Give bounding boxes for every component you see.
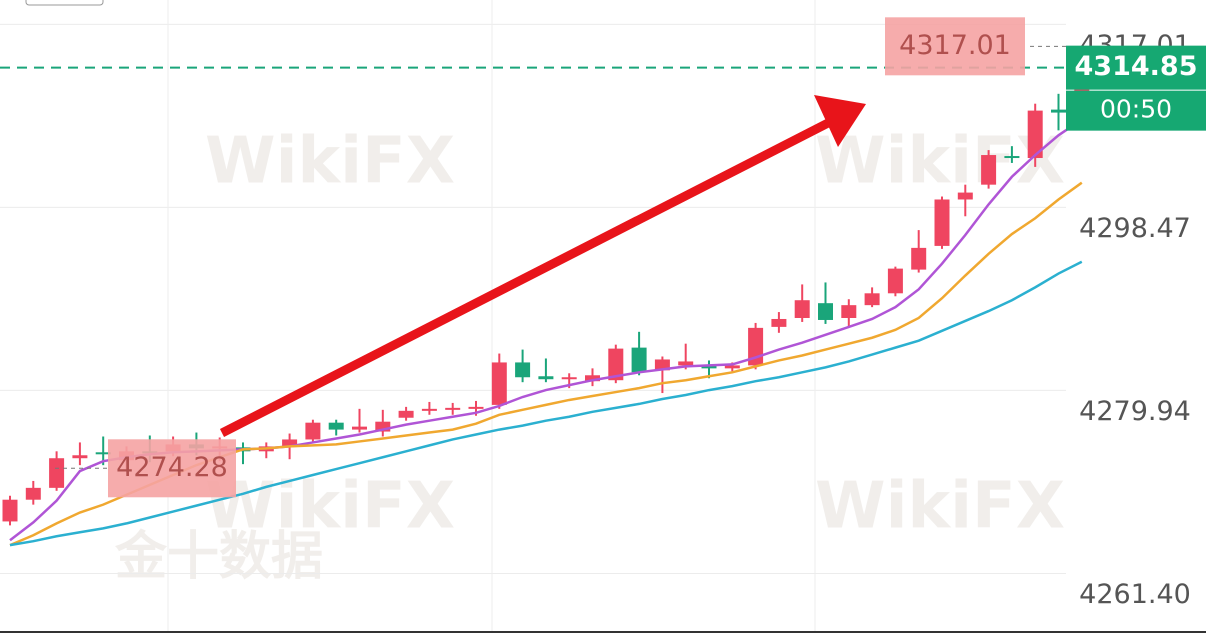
candle-body — [25, 487, 41, 500]
candle-body — [841, 305, 857, 318]
candle-body — [981, 155, 997, 185]
candle-body — [49, 458, 65, 488]
candle-body — [445, 407, 461, 410]
candle-body — [911, 247, 927, 270]
arrow-head — [814, 95, 866, 147]
high-marker-label: 4317.01 — [899, 30, 1011, 61]
countdown: 00:50 — [1100, 95, 1172, 124]
y-tick-label: 4261.40 — [1079, 579, 1191, 610]
candle-body — [887, 268, 903, 294]
candle-body — [468, 406, 484, 409]
y-tick-label: 4298.47 — [1079, 213, 1191, 244]
candle-body — [818, 303, 833, 320]
candle-body — [72, 455, 88, 459]
last-price-label: 4314.85 — [1075, 51, 1198, 82]
candle-body — [538, 376, 554, 380]
last-price-box — [1066, 45, 1206, 90]
candle-body — [1027, 110, 1043, 159]
candle-body — [95, 452, 111, 455]
candle-body — [375, 421, 391, 432]
watermark: WikiFX — [815, 470, 1065, 544]
moving-average — [9, 260, 1083, 547]
candle-body — [678, 361, 694, 366]
y-tick-label: 4279.94 — [1079, 396, 1191, 427]
candle-body — [352, 426, 367, 430]
watermark: WikiFX — [205, 125, 455, 199]
candle-body — [421, 408, 437, 411]
candle-body — [771, 318, 787, 327]
watermark: WikiFX — [205, 470, 455, 544]
candle-body — [608, 348, 624, 381]
candle-body — [794, 300, 810, 318]
countdown-box — [1066, 90, 1206, 131]
candle-body — [631, 347, 647, 373]
candle-body — [1051, 109, 1066, 113]
candle-body — [585, 375, 600, 382]
candle-body — [305, 422, 321, 440]
candle-body — [957, 192, 973, 200]
candle-body — [561, 377, 577, 380]
candle-body — [2, 499, 18, 522]
candle-body — [864, 293, 880, 306]
candle-body — [701, 365, 717, 369]
watermark: WikiFX — [815, 125, 1065, 199]
candle-body — [282, 439, 298, 447]
watermarks: WikiFX WikiFX WikiFX WikiFX 金十数据 — [114, 125, 1065, 587]
watermark: 金十数据 — [114, 527, 323, 587]
candle-body — [724, 365, 740, 369]
toolbar-edge — [25, 0, 104, 6]
candle-body — [515, 362, 531, 378]
candle-body — [1004, 156, 1020, 159]
high-marker-box — [885, 17, 1025, 76]
low-marker-box — [108, 439, 236, 498]
candle-body — [491, 362, 507, 405]
candle-body — [654, 359, 670, 371]
candle-body — [934, 199, 950, 246]
candle-body — [328, 422, 344, 430]
candle-body — [398, 410, 414, 418]
arrow-shaft — [219, 117, 833, 438]
low-marker-label: 4274.28 — [116, 452, 228, 483]
